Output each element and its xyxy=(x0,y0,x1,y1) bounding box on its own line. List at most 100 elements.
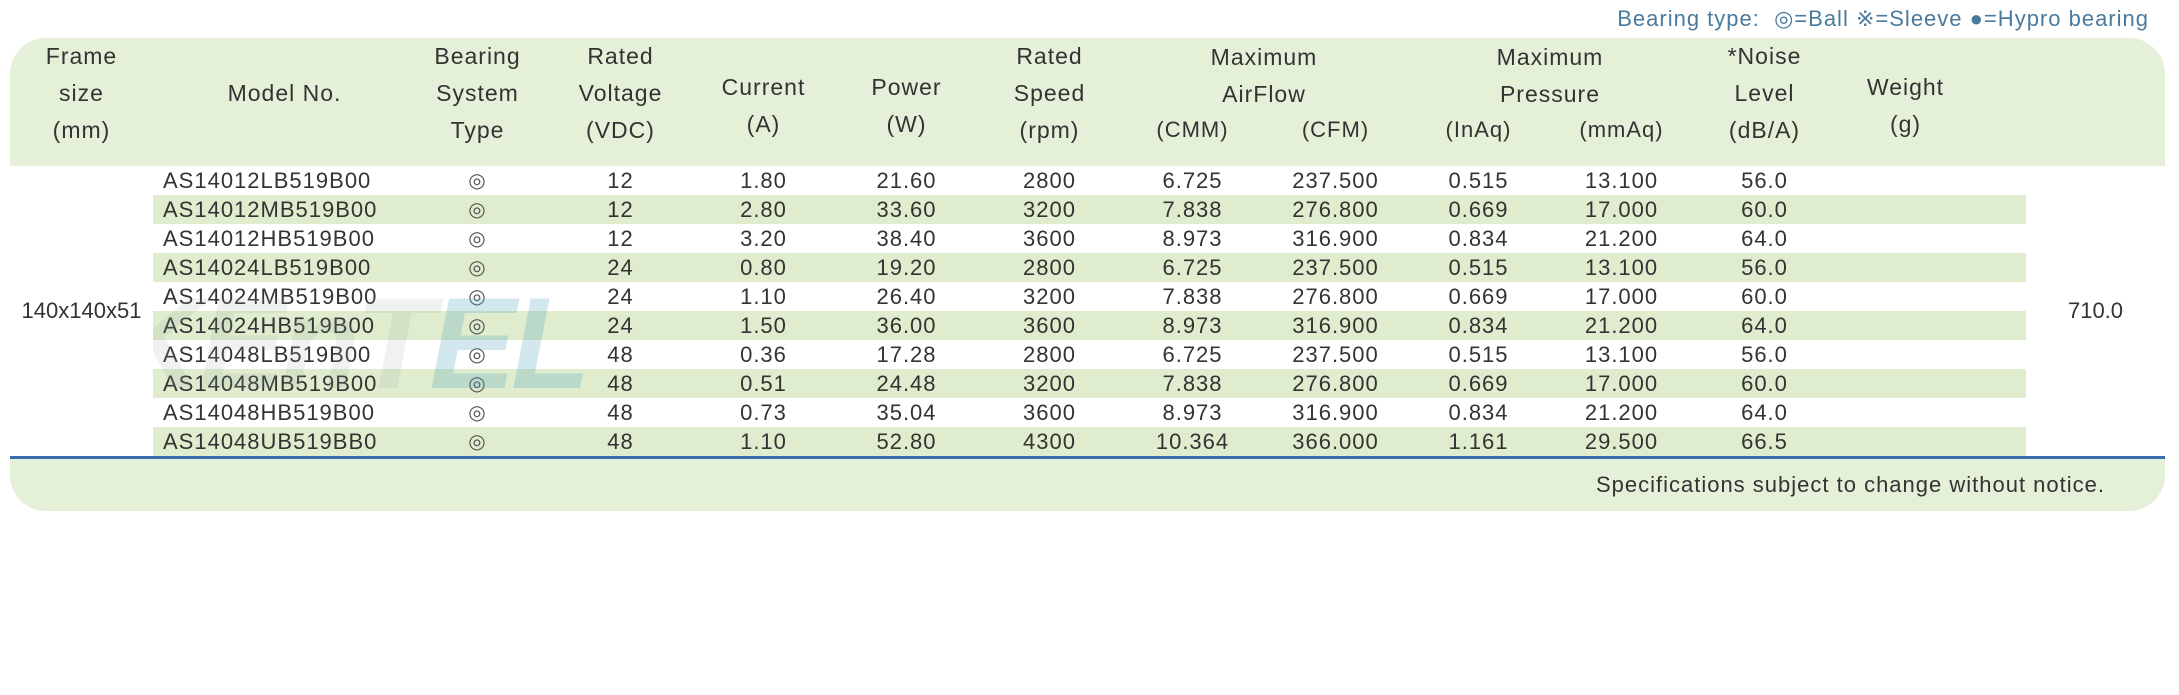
cell-inaq: 0.834 xyxy=(1407,400,1550,426)
cell-noise: 56.0 xyxy=(1693,342,1836,368)
cell-cmm: 7.838 xyxy=(1121,371,1264,397)
header-pressure-l2: Pressure xyxy=(1407,76,1693,113)
cell-bearing: ◎ xyxy=(406,400,549,425)
header-current-l2: (A) xyxy=(692,106,835,143)
table-row: AS14048MB519B00◎480.5124.4832007.838276.… xyxy=(10,369,2165,398)
cell-current: 1.50 xyxy=(692,313,835,339)
table-row: AS14012MB519B00◎122.8033.6032007.838276.… xyxy=(10,195,2165,224)
cell-voltage: 48 xyxy=(549,429,692,455)
header-voltage: Rated Voltage (VDC) xyxy=(549,38,692,148)
cell-current: 1.10 xyxy=(692,429,835,455)
header-model-l1: Model No. xyxy=(163,75,406,112)
header-pressure-group: Maximum Pressure (InAq) (mmAq) xyxy=(1407,38,1693,148)
cell-power: 38.40 xyxy=(835,226,978,252)
header-speed-l3: (rpm) xyxy=(978,112,1121,149)
cell-inaq: 0.834 xyxy=(1407,226,1550,252)
cell-current: 1.80 xyxy=(692,168,835,194)
cell-voltage: 48 xyxy=(549,342,692,368)
cell-power: 33.60 xyxy=(835,197,978,223)
cell-current: 0.51 xyxy=(692,371,835,397)
cell-mmaq: 13.100 xyxy=(1550,168,1693,194)
cell-power: 52.80 xyxy=(835,429,978,455)
cell-noise: 64.0 xyxy=(1693,226,1836,252)
cell-inaq: 0.515 xyxy=(1407,255,1550,281)
cell-mmaq: 17.000 xyxy=(1550,284,1693,310)
cell-current: 2.80 xyxy=(692,197,835,223)
cell-cmm: 10.364 xyxy=(1121,429,1264,455)
header-bearing: Bearing System Type xyxy=(406,38,549,148)
cell-model: AS14024HB519B00 xyxy=(153,313,406,339)
cell-current: 0.73 xyxy=(692,400,835,426)
cell-mmaq: 21.200 xyxy=(1550,226,1693,252)
ball-label: =Ball xyxy=(1794,6,1849,31)
cell-power: 21.60 xyxy=(835,168,978,194)
header-bearing-l2: System xyxy=(406,75,549,112)
table-body: AS14012LB519B00◎121.8021.6028006.725237.… xyxy=(10,166,2165,459)
cell-cmm: 6.725 xyxy=(1121,255,1264,281)
hypro-symbol-icon: ● xyxy=(1970,6,1984,31)
cell-cfm: 237.500 xyxy=(1264,255,1407,281)
table-row: AS14048LB519B00◎480.3617.2828006.725237.… xyxy=(10,340,2165,369)
header-frame-l1: Frame xyxy=(10,38,153,75)
cell-cfm: 316.900 xyxy=(1264,400,1407,426)
cell-bearing: ◎ xyxy=(406,371,549,396)
ball-symbol-icon: ◎ xyxy=(1774,6,1794,31)
cell-cmm: 7.838 xyxy=(1121,197,1264,223)
cell-inaq: 0.669 xyxy=(1407,197,1550,223)
cell-noise: 56.0 xyxy=(1693,255,1836,281)
header-speed-l2: Speed xyxy=(978,75,1121,112)
cell-bearing: ◎ xyxy=(406,255,549,280)
header-voltage-l3: (VDC) xyxy=(549,112,692,149)
header-weight-l1: Weight xyxy=(1836,69,1975,106)
footer-text: Specifications subject to change without… xyxy=(1596,472,2105,498)
cell-inaq: 0.669 xyxy=(1407,284,1550,310)
table-header: Frame size (mm) Model No. Bearing System… xyxy=(10,38,2165,166)
cell-cmm: 6.725 xyxy=(1121,342,1264,368)
cell-speed: 2800 xyxy=(978,168,1121,194)
header-current: Current (A) xyxy=(692,38,835,148)
header-bearing-l3: Type xyxy=(406,112,549,149)
cell-current: 0.36 xyxy=(692,342,835,368)
cell-model: AS14024MB519B00 xyxy=(153,284,406,310)
cell-mmaq: 13.100 xyxy=(1550,255,1693,281)
cell-bearing: ◎ xyxy=(406,429,549,454)
cell-bearing: ◎ xyxy=(406,197,549,222)
header-cfm: (CFM) xyxy=(1264,112,1407,147)
cell-cmm: 8.973 xyxy=(1121,226,1264,252)
header-power-l1: Power xyxy=(835,69,978,106)
header-airflow-group: Maximum AirFlow (CMM) (CFM) xyxy=(1121,38,1407,148)
header-weight: Weight (g) xyxy=(1836,38,1975,148)
cell-power: 26.40 xyxy=(835,284,978,310)
header-cmm: (CMM) xyxy=(1121,112,1264,147)
cell-mmaq: 17.000 xyxy=(1550,371,1693,397)
table-row: AS14048HB519B00◎480.7335.0436008.973316.… xyxy=(10,398,2165,427)
cell-power: 19.20 xyxy=(835,255,978,281)
table-row: AS14012HB519B00◎123.2038.4036008.973316.… xyxy=(10,224,2165,253)
cell-bearing: ◎ xyxy=(406,313,549,338)
spec-table-container: Bearing type: ◎=Ball ※=Sleeve ●=Hypro be… xyxy=(0,0,2179,695)
cell-model: AS14048HB519B00 xyxy=(153,400,406,426)
header-noise: *Noise Level (dB/A) xyxy=(1693,38,1836,148)
cell-mmaq: 13.100 xyxy=(1550,342,1693,368)
cell-inaq: 0.834 xyxy=(1407,313,1550,339)
cell-current: 1.10 xyxy=(692,284,835,310)
cell-model: AS14024LB519B00 xyxy=(153,255,406,281)
cell-bearing: ◎ xyxy=(406,226,549,251)
cell-speed: 4300 xyxy=(978,429,1121,455)
cell-power: 17.28 xyxy=(835,342,978,368)
cell-noise: 60.0 xyxy=(1693,371,1836,397)
cell-cfm: 237.500 xyxy=(1264,168,1407,194)
cell-cmm: 7.838 xyxy=(1121,284,1264,310)
header-frame-l2: size xyxy=(10,75,153,112)
cell-speed: 3600 xyxy=(978,313,1121,339)
cell-model: AS14012LB519B00 xyxy=(153,168,406,194)
cell-bearing: ◎ xyxy=(406,342,549,367)
cell-model: AS14048LB519B00 xyxy=(153,342,406,368)
cell-speed: 3600 xyxy=(978,400,1121,426)
header-voltage-l1: Rated xyxy=(549,38,692,75)
table-row: AS14024HB519B00◎241.5036.0036008.973316.… xyxy=(10,311,2165,340)
cell-noise: 66.5 xyxy=(1693,429,1836,455)
cell-voltage: 24 xyxy=(549,255,692,281)
cell-speed: 3600 xyxy=(978,226,1121,252)
cell-speed: 3200 xyxy=(978,371,1121,397)
